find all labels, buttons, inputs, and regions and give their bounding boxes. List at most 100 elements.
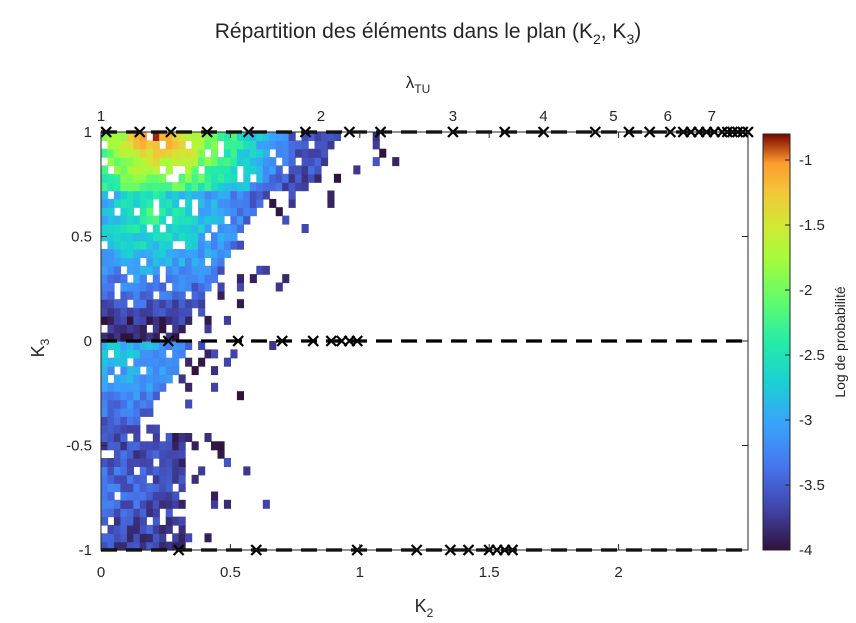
heatmap-cell — [126, 508, 134, 518]
heatmap-cell — [191, 148, 199, 158]
heatmap-cell — [204, 315, 212, 325]
heatmap-cell — [185, 315, 193, 325]
heatmap-cell — [198, 173, 206, 183]
heatmap-cell — [198, 274, 206, 284]
heatmap-cell — [139, 541, 147, 551]
heatmap-cell — [101, 182, 109, 192]
heatmap-cell — [159, 299, 167, 309]
heatmap-cell — [198, 190, 206, 200]
chart-title: Répartition des éléments dans le plan (K… — [215, 20, 642, 47]
heatmap-cell — [107, 466, 115, 476]
heatmap-cell — [139, 224, 147, 233]
heatmap-cell — [256, 132, 264, 141]
heatmap-cell — [113, 240, 121, 250]
heatmap-cell — [120, 299, 128, 309]
heatmap-cell — [133, 449, 141, 459]
heatmap-cell — [243, 207, 251, 217]
heatmap-cell — [204, 324, 212, 334]
heatmap-cell — [185, 249, 193, 258]
heatmap-cell — [101, 307, 109, 317]
heatmap-cell — [107, 491, 115, 501]
colorbar-tick-label: -2.5 — [799, 347, 825, 364]
heatmap-cell — [139, 516, 147, 526]
heatmap-cell — [159, 240, 167, 250]
heatmap-cell — [152, 265, 160, 275]
top-tick-label: 6 — [664, 108, 672, 125]
heatmap-cell — [172, 449, 180, 459]
heatmap-cell — [211, 366, 219, 376]
heatmap-cell — [126, 374, 134, 384]
heatmap-cell — [211, 491, 219, 501]
heatmap-cell — [101, 315, 109, 325]
heatmap-cell — [211, 173, 219, 183]
heatmap-cell — [101, 516, 109, 526]
heatmap-cell — [159, 374, 167, 384]
heatmap-cell — [107, 458, 115, 467]
heatmap-cell — [113, 449, 121, 459]
heatmap-cell — [113, 357, 121, 367]
heatmap-cell — [165, 157, 173, 167]
heatmap-cell — [120, 424, 128, 434]
heatmap-cell — [185, 207, 193, 217]
heatmap-cell — [146, 374, 154, 384]
heatmap-cell — [133, 257, 141, 267]
heatmap-cell — [126, 424, 134, 434]
heatmap-cell — [172, 140, 180, 150]
heatmap-cell — [146, 441, 154, 451]
heatmap-cell — [146, 332, 154, 342]
heatmap-cell — [236, 274, 244, 284]
heatmap-cell — [101, 173, 109, 183]
heatmap-cell — [152, 433, 160, 442]
x-axis-ticks: 0 0.5 1 1.5 2 — [97, 132, 623, 581]
heatmap-cell — [178, 441, 186, 451]
heatmap-cell — [185, 357, 193, 367]
heatmap-cell — [288, 165, 296, 175]
heatmap-cell — [107, 391, 115, 401]
heatmap-cell — [152, 190, 160, 200]
heatmap-cell — [301, 140, 309, 150]
heatmap-cell — [165, 341, 173, 350]
heatmap-cell — [211, 157, 219, 167]
heatmap-cell — [120, 533, 128, 543]
heatmap-cell — [152, 508, 160, 518]
heatmap-cell — [133, 299, 141, 309]
heatmap-cell — [211, 257, 219, 267]
heatmap-cell — [191, 190, 199, 200]
heatmap-cell — [236, 182, 244, 192]
heatmap-cell — [133, 374, 141, 384]
heatmap-cell — [256, 140, 264, 150]
heatmap-cell — [133, 524, 141, 534]
heatmap-cell — [301, 173, 309, 183]
heatmap-cell — [101, 391, 109, 401]
heatmap-cell — [126, 315, 134, 325]
heatmap-cell — [262, 140, 270, 150]
heatmap-cell — [159, 257, 167, 267]
heatmap-cell — [301, 132, 309, 141]
heatmap-cell — [113, 165, 121, 175]
heatmap-cell — [159, 173, 167, 183]
heatmap-cell — [152, 349, 160, 359]
heatmap-cell — [120, 474, 128, 484]
heatmap-cell — [146, 399, 154, 409]
heatmap-cell — [159, 357, 167, 367]
top-tick-label: 5 — [609, 108, 617, 125]
heatmap-cell — [101, 265, 109, 275]
heatmap-cell — [126, 332, 134, 342]
heatmap-cell — [262, 165, 270, 175]
heatmap-cell — [113, 190, 121, 200]
heatmap-cell — [314, 140, 322, 150]
heatmap-cell — [249, 165, 257, 175]
heatmap-cell — [120, 232, 128, 242]
x-axis-label-sub: 2 — [427, 606, 434, 620]
heatmap-cell — [146, 182, 154, 192]
heatmap-cell — [256, 182, 264, 192]
heatmap-cell — [126, 249, 134, 258]
heatmap-cell — [217, 224, 225, 233]
heatmap-cell — [146, 366, 154, 376]
heatmap-cell — [101, 474, 109, 484]
heatmap-cell — [172, 324, 180, 334]
heatmap-cell — [120, 433, 128, 442]
heatmap-cell — [107, 249, 115, 258]
heatmap-cell — [146, 541, 154, 551]
heatmap-cell — [126, 132, 134, 141]
